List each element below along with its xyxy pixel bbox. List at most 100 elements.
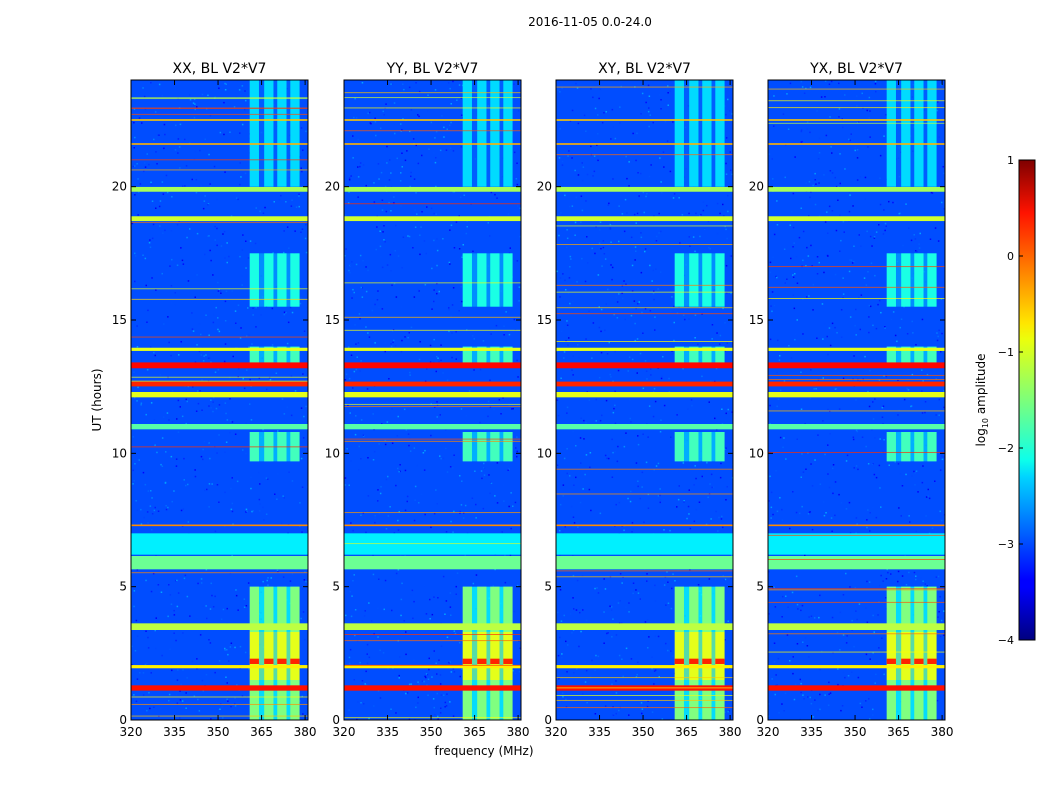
noise-speckle [439, 674, 442, 676]
noise-speckle [362, 260, 364, 262]
noise-speckle [799, 678, 801, 681]
noise-speckle [255, 326, 257, 328]
band-column [264, 632, 274, 680]
noise-speckle [229, 646, 232, 648]
rfi-line [556, 143, 733, 145]
noise-speckle [703, 228, 706, 230]
noise-speckle [235, 589, 237, 591]
noise-speckle [698, 501, 701, 503]
noise-speckle [588, 488, 591, 491]
noise-speckle [286, 342, 289, 345]
noise-speckle [609, 227, 612, 229]
noise-speckle [585, 619, 588, 622]
noise-speckle [382, 231, 384, 233]
noise-speckle [519, 235, 521, 238]
noise-speckle [881, 637, 883, 639]
noise-speckle [653, 670, 656, 672]
noise-speckle [518, 670, 521, 673]
noise-speckle [192, 330, 195, 332]
noise-speckle [573, 608, 575, 610]
noise-speckle [463, 194, 465, 196]
noise-speckle [561, 376, 564, 379]
noise-speckle [792, 246, 794, 248]
noise-speckle [905, 584, 908, 586]
noise-speckle [800, 141, 803, 143]
noise-speckle [905, 510, 907, 512]
noise-speckle [429, 598, 431, 601]
rfi-streak [131, 380, 308, 382]
band-column [490, 680, 500, 720]
noise-speckle [513, 83, 515, 85]
noise-speckle [162, 416, 165, 418]
noise-speckle [239, 337, 242, 339]
noise-speckle [784, 692, 787, 695]
noise-speckle [149, 157, 151, 160]
noise-speckle [855, 334, 857, 336]
noise-speckle [938, 414, 940, 416]
noise-speckle [601, 122, 604, 124]
band-column [886, 80, 896, 187]
noise-speckle [459, 675, 461, 678]
noise-speckle [449, 466, 452, 468]
noise-speckle [606, 457, 608, 460]
noise-speckle [723, 215, 725, 217]
rfi-streak [768, 298, 945, 300]
noise-speckle [518, 300, 520, 302]
noise-speckle [881, 406, 884, 409]
noise-speckle [283, 497, 285, 499]
noise-speckle [869, 136, 871, 138]
noise-speckle [839, 250, 841, 252]
noise-speckle [897, 414, 899, 416]
noise-speckle [577, 526, 579, 528]
noise-speckle [722, 526, 724, 529]
noise-speckle [660, 419, 662, 421]
noise-speckle [171, 500, 173, 503]
noise-speckle [519, 207, 521, 209]
noise-speckle [567, 155, 569, 157]
rfi-line [556, 347, 733, 351]
noise-speckle [859, 176, 862, 178]
rfi-streak [344, 440, 521, 442]
band-column [702, 80, 712, 187]
noise-speckle [562, 495, 564, 497]
noise-speckle [404, 159, 407, 162]
noise-speckle [183, 577, 186, 580]
noise-speckle [208, 357, 211, 359]
noise-speckle [368, 602, 370, 604]
noise-speckle [359, 661, 361, 664]
noise-speckle [132, 436, 134, 438]
noise-speckle [819, 668, 821, 671]
noise-speckle [503, 334, 505, 336]
rfi-line [344, 186, 521, 192]
noise-speckle [417, 288, 420, 291]
noise-speckle [848, 138, 850, 141]
noise-speckle [138, 191, 140, 193]
noise-speckle [824, 221, 827, 223]
noise-speckle [255, 306, 257, 309]
noise-speckle [156, 451, 158, 454]
noise-speckle [842, 297, 844, 299]
noise-speckle [866, 230, 868, 233]
noise-speckle [353, 116, 355, 119]
rfi-streak [131, 159, 308, 161]
noise-speckle [304, 237, 307, 240]
noise-speckle [210, 407, 212, 409]
noise-speckle [218, 501, 220, 503]
noise-speckle [722, 575, 724, 577]
noise-speckle [146, 662, 148, 665]
noise-speckle [504, 554, 506, 556]
noise-speckle [935, 576, 938, 578]
noise-speckle [829, 692, 832, 694]
rfi-streak [344, 640, 521, 642]
band-column [503, 586, 513, 632]
noise-speckle [871, 463, 874, 465]
noise-speckle [637, 435, 639, 437]
noise-speckle [222, 608, 225, 611]
noise-speckle [799, 512, 801, 515]
noise-speckle [701, 475, 703, 478]
noise-speckle [883, 135, 885, 137]
noise-speckle [385, 528, 388, 530]
noise-speckle [300, 457, 303, 460]
noise-speckle [768, 500, 770, 502]
noise-speckle [828, 681, 830, 684]
